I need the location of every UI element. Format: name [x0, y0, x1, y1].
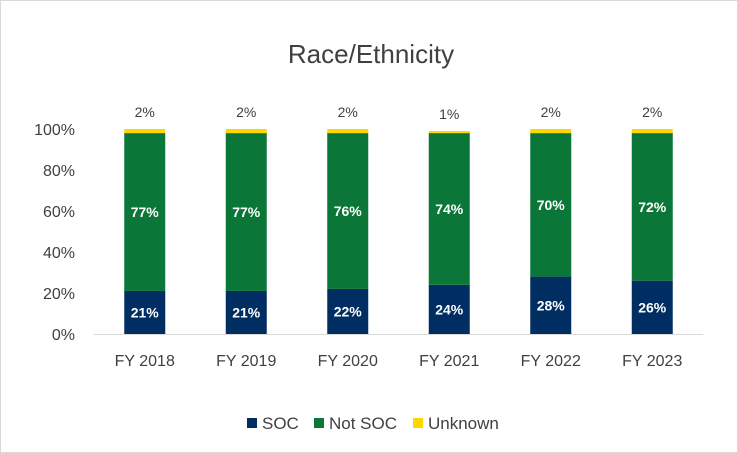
data-label: 2%: [338, 104, 358, 120]
data-label: 74%: [435, 201, 464, 217]
bar-unknown: [327, 129, 369, 134]
legend: SOC Not SOC Unknown: [247, 414, 499, 433]
y-tick-label: 80%: [43, 163, 75, 180]
x-tick-label: FY 2021: [419, 353, 479, 370]
y-tick-label: 0%: [52, 327, 75, 344]
data-label: 24%: [435, 301, 464, 317]
data-label: 21%: [232, 304, 261, 320]
data-label: 2%: [541, 104, 561, 120]
data-label: 2%: [135, 104, 155, 120]
x-tick-label: FY 2023: [622, 353, 682, 370]
data-label: 28%: [537, 297, 566, 313]
y-tick-label: 100%: [34, 122, 75, 139]
bars: 21% 77% 2% 21% 77% 2% 22% 76% 2% 24% 74% 1% 28% 70% 2%…: [124, 104, 673, 334]
legend-unknown-swatch: [413, 418, 423, 428]
data-label: 77%: [131, 204, 160, 220]
y-tick-label: 60%: [43, 204, 75, 221]
legend-unknown-label: Unknown: [428, 414, 499, 433]
x-axis: FY 2018 FY 2019 FY 2020 FY 2021 FY 2022 FY 20…: [94, 334, 703, 370]
chart-title: Race/Ethnicity: [288, 39, 454, 69]
bar-soc: [428, 284, 470, 334]
x-tick-label: FY 2019: [216, 353, 276, 370]
data-label: 21%: [131, 304, 160, 320]
bar-not-soc: [428, 133, 470, 285]
bar-unknown: [631, 129, 673, 134]
bar-soc: [631, 280, 673, 334]
bar-soc: [327, 288, 369, 334]
bar-not-soc: [530, 133, 572, 277]
bar-not-soc: [124, 133, 166, 291]
data-label: 70%: [537, 197, 566, 213]
x-tick-label: FY 2022: [521, 353, 581, 370]
legend-not-soc-label: Not SOC: [329, 414, 397, 433]
y-axis: 0% 20% 40% 60% 80% 100%: [34, 122, 75, 344]
bar-soc: [124, 290, 166, 334]
data-label: 22%: [334, 303, 363, 319]
data-label: 76%: [334, 203, 363, 219]
bar-unknown: [428, 131, 470, 134]
bar-not-soc: [631, 133, 673, 281]
x-tick-label: FY 2020: [318, 353, 378, 370]
y-tick-label: 20%: [43, 286, 75, 303]
data-label: 1%: [439, 106, 459, 122]
legend-not-soc-swatch: [314, 418, 324, 428]
bar-not-soc: [225, 133, 267, 291]
y-tick-label: 40%: [43, 245, 75, 262]
bar-unknown: [225, 129, 267, 134]
bar-not-soc: [327, 133, 369, 289]
x-tick-label: FY 2018: [115, 353, 175, 370]
bar-soc: [225, 290, 267, 334]
bar-unknown: [530, 129, 572, 134]
legend-soc-swatch: [247, 418, 257, 428]
data-label: 26%: [638, 299, 667, 315]
legend-soc-label: SOC: [262, 414, 299, 433]
bar-soc: [530, 276, 572, 334]
bar-unknown: [124, 129, 166, 134]
data-label: 72%: [638, 199, 667, 215]
data-label: 2%: [642, 104, 662, 120]
data-label: 77%: [232, 204, 261, 220]
data-label: 2%: [236, 104, 256, 120]
